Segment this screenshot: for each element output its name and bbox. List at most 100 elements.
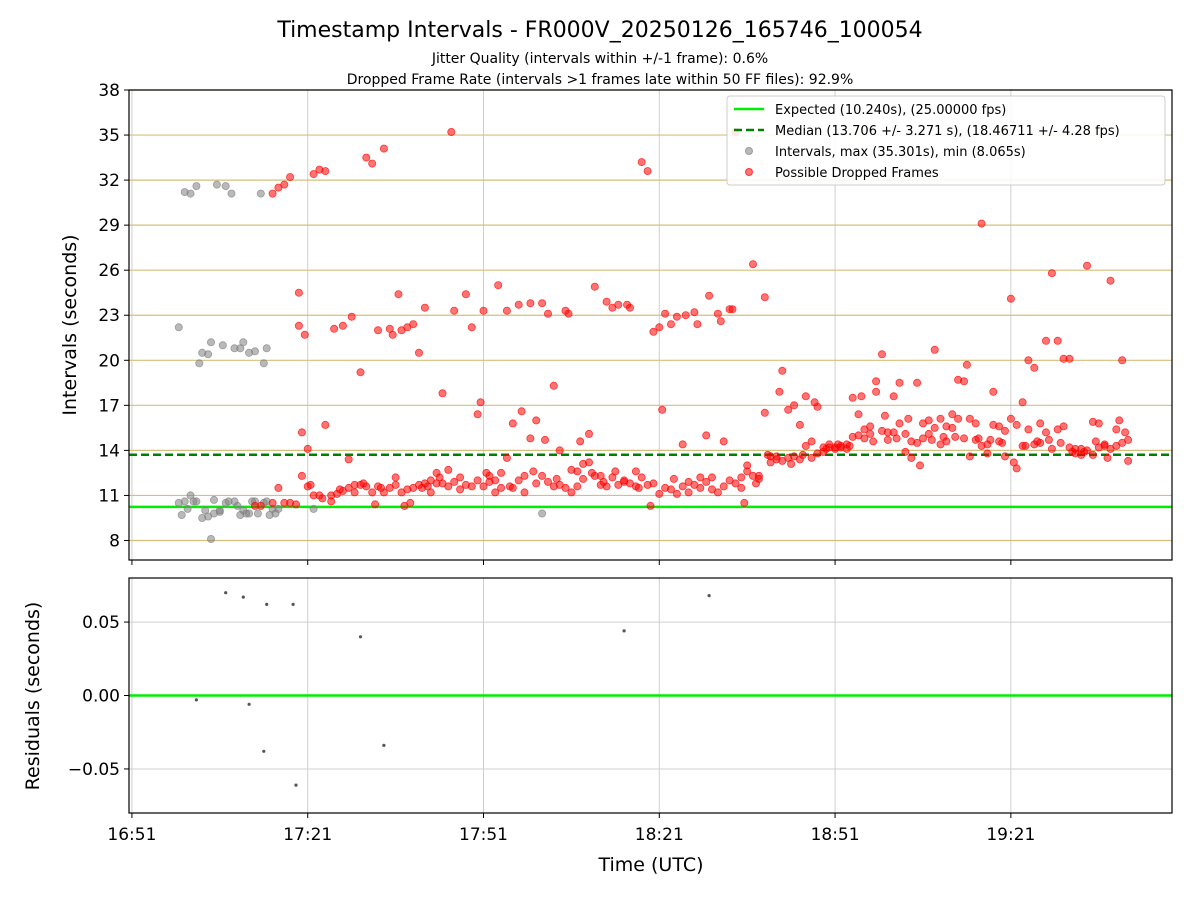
dropped-frame-point: [1018, 398, 1027, 407]
interval-point: [204, 350, 213, 359]
dropped-frame-point: [1124, 456, 1133, 465]
dropped-frame-point: [497, 483, 506, 492]
dropped-frame-point: [869, 437, 878, 446]
residual-point: [382, 743, 386, 748]
dropped-frame-point: [948, 410, 957, 419]
dropped-frame-point: [444, 482, 453, 491]
dropped-frame-point: [708, 473, 717, 482]
legend-expected-label: Expected (10.240s), (25.00000 fps): [775, 103, 1006, 118]
dropped-frame-point: [998, 438, 1007, 447]
dropped-frame-point: [576, 437, 585, 446]
dropped-frame-point: [1088, 450, 1097, 459]
dropped-frame-point: [467, 323, 476, 332]
dropped-frame-point: [930, 345, 939, 354]
dropped-frame-point: [274, 483, 283, 492]
dropped-frame-point: [913, 438, 922, 447]
x-tick-label: 19:21: [986, 825, 1035, 845]
dropped-frame-point: [728, 305, 737, 314]
interval-point: [245, 509, 254, 518]
dropped-frame-point: [447, 127, 456, 136]
dropped-frame-point: [1042, 428, 1051, 437]
residual-point: [241, 595, 245, 599]
dropped-frame-point: [1112, 425, 1121, 434]
dropped-frame-point: [538, 299, 547, 308]
residual-point: [265, 602, 269, 607]
dropped-frame-point: [1021, 441, 1030, 450]
x-tick-label: 16:51: [107, 825, 156, 845]
dropped-frame-point: [649, 327, 658, 336]
legend-intervals-label: Intervals, max (35.301s), min (8.065s): [775, 145, 1026, 160]
dropped-frame-point: [368, 488, 377, 497]
dropped-frame-point: [784, 405, 793, 414]
legend: Expected (10.240s), (25.00000 fps) Media…: [726, 95, 1166, 186]
dropped-frame-point: [948, 423, 957, 432]
dropped-frame-point: [327, 497, 336, 506]
dropped-frame-point: [450, 477, 459, 486]
interval-point: [209, 495, 218, 504]
interval-point: [538, 509, 547, 518]
dropped-frame-point: [702, 477, 711, 486]
dropped-frame-point: [502, 306, 511, 315]
dropped-frame-point: [678, 482, 687, 491]
dropped-frame-point: [795, 420, 804, 429]
legend-dropped-swatch: [745, 168, 753, 176]
dropped-frame-point: [1065, 354, 1074, 363]
dropped-frame-point: [1042, 336, 1051, 345]
dropped-frame-point: [362, 482, 371, 491]
dropped-frame-point: [649, 479, 658, 488]
dropped-frame-point: [544, 309, 553, 318]
dropped-frame-point: [974, 434, 983, 443]
dropped-frame-point: [294, 288, 303, 297]
dropped-frame-point: [1083, 261, 1092, 270]
dropped-frame-point: [1024, 356, 1033, 365]
interval-point: [259, 359, 268, 368]
dropped-frame-point: [643, 167, 652, 176]
dropped-frame-point: [602, 482, 611, 491]
dropped-frame-point: [494, 281, 503, 290]
dropped-frame-point: [309, 170, 318, 179]
legend-median-label: Median (13.706 +/- 3.271 s), (18.46711 +…: [775, 124, 1120, 139]
dropped-frame-point: [916, 461, 925, 470]
dropped-frame-point: [479, 306, 488, 315]
dropped-frame-point: [1012, 464, 1021, 473]
dropped-frame-point: [456, 485, 465, 494]
dropped-frame-point: [889, 392, 898, 401]
dropped-frame-point: [936, 414, 945, 423]
dropped-frame-point: [602, 297, 611, 306]
dropped-frame-point: [737, 473, 746, 482]
dropped-frame-point: [391, 473, 400, 482]
dropped-frame-point: [573, 482, 582, 491]
residual-point: [294, 783, 298, 787]
x-tick-label: 17:51: [459, 825, 508, 845]
dropped-frame-point: [1036, 438, 1045, 447]
dropped-frame-point: [696, 473, 705, 482]
intervals-y-tick-label: 32: [98, 171, 120, 191]
residual-point: [247, 702, 251, 706]
dropped-frame-point: [907, 453, 916, 462]
intervals-y-tick-label: 35: [98, 126, 120, 146]
dropped-frame-point: [678, 440, 687, 449]
dropped-frame-point: [280, 180, 289, 189]
dropped-frame-point: [913, 378, 922, 387]
dropped-frame-point: [541, 435, 550, 444]
interval-point: [195, 359, 204, 368]
dropped-frame-point: [977, 219, 986, 228]
dropped-frame-point: [942, 437, 951, 446]
dropped-frame-point: [927, 435, 936, 444]
dropped-frame-point: [318, 494, 327, 503]
dropped-frame-point: [406, 498, 415, 507]
dropped-frame-point: [960, 434, 969, 443]
dropped-frame-point: [532, 479, 541, 488]
dropped-frame-point: [901, 447, 910, 456]
dropped-frame-point: [813, 402, 822, 411]
dropped-frame-point: [892, 434, 901, 443]
dropped-frame-point: [297, 471, 306, 480]
residual-point: [358, 635, 363, 639]
dropped-frame-point: [845, 441, 854, 450]
chart-subtitle-jitter: Jitter Quality (intervals within +/-1 fr…: [431, 51, 768, 67]
dropped-frame-point: [508, 419, 517, 428]
dropped-frame-point: [1012, 420, 1021, 429]
chart-subtitle-dropped: Dropped Frame Rate (intervals >1 frames …: [347, 72, 854, 88]
dropped-frame-point: [986, 435, 995, 444]
dropped-frame-point: [1024, 425, 1033, 434]
